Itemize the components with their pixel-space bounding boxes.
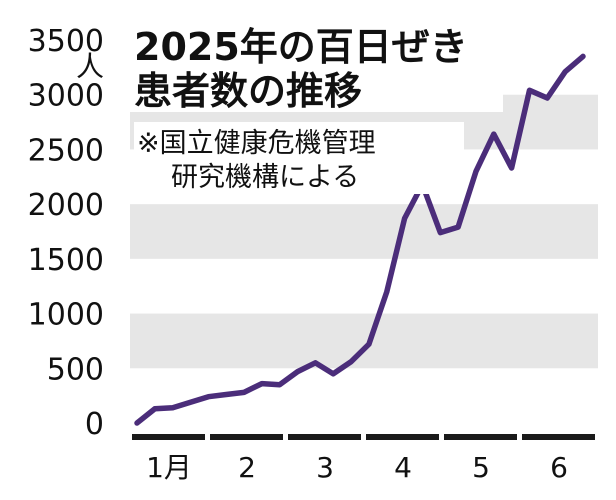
month-label: 6 (550, 451, 568, 484)
y-tick-labels: 3500 3000 2500 2000 1500 1000 500 0 (28, 24, 104, 442)
chart-title: 2025年の百日ぜき 患者数の推移 (118, 22, 503, 113)
y-tick-label: 3000 (28, 79, 104, 114)
source-line-2: 研究機構による (171, 162, 359, 193)
month-labels: 1月 2 3 4 5 6 (146, 451, 568, 484)
unit-label: 人 (76, 50, 104, 83)
y-tick-label: 1500 (28, 243, 104, 278)
y-tick-label: 1000 (28, 298, 104, 333)
patient-count-line (134, 53, 586, 426)
month-label: 4 (394, 451, 412, 484)
title-line-2: 患者数の推移 (134, 69, 362, 113)
y-tick-label: 2000 (28, 188, 104, 223)
month-bar (366, 434, 439, 440)
month-label: 5 (472, 451, 490, 484)
source-background (134, 122, 464, 194)
month-bar (522, 434, 595, 440)
month-bar (288, 434, 361, 440)
month-bar (210, 434, 283, 440)
y-tick-label: 3500 (28, 24, 104, 59)
y-tick-label: 0 (85, 407, 104, 442)
grid-band (130, 204, 598, 259)
month-bar (132, 434, 205, 440)
month-label: 2 (238, 451, 256, 484)
source-note: ※国立健康危機管理 研究機構による (134, 122, 464, 194)
grid-band (130, 313, 598, 369)
month-label: 3 (316, 451, 334, 484)
month-bar (444, 434, 517, 440)
month-bars (132, 434, 595, 440)
y-tick-label: 2500 (28, 133, 104, 168)
month-label: 1月 (146, 451, 192, 484)
title-line-1: 2025年の百日ぜき (134, 25, 468, 69)
title-background (118, 22, 503, 112)
y-tick-label: 500 (47, 352, 104, 387)
source-line-1: ※国立健康危機管理 (137, 128, 376, 159)
